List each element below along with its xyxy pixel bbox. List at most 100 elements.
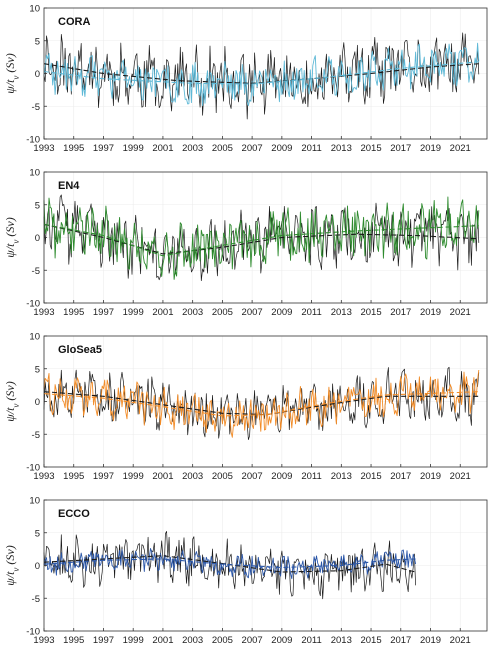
- series-line-0: [43, 531, 416, 600]
- x-tick-label: 2017: [390, 635, 411, 646]
- x-tick-label: 1995: [63, 307, 84, 318]
- x-tick-label: 2001: [152, 471, 173, 482]
- y-tick-label: -10: [26, 299, 40, 310]
- x-tick-label: 1997: [93, 635, 114, 646]
- x-tick-label: 2001: [152, 307, 173, 318]
- x-tick-label: 2007: [242, 307, 263, 318]
- x-tick-label: 2005: [212, 143, 233, 154]
- x-tick-label: 2015: [360, 471, 381, 482]
- x-tick-label: 1999: [123, 635, 144, 646]
- y-tick-label: -5: [32, 266, 40, 277]
- x-tick-label: 1993: [33, 471, 54, 482]
- y-tick-label: 0: [35, 397, 40, 408]
- panel-ecco: -10 -5 0 5 10 1993 1995 1997 1999 2001 2003 2005 200…: [3, 496, 488, 646]
- x-tick-label: 2007: [242, 143, 263, 154]
- y-tick-label: 10: [29, 168, 40, 179]
- series-line-3: [43, 391, 479, 417]
- y-tick-label: -5: [32, 102, 40, 113]
- x-tick-label: 2013: [331, 143, 352, 154]
- series-line-1: [43, 42, 480, 107]
- x-tick-label: 2005: [212, 635, 233, 646]
- y-axis-label: ψ/tv (Sv): [3, 381, 21, 421]
- x-tick-label: 1997: [93, 471, 114, 482]
- series-line-2: [43, 223, 479, 255]
- y-tick-label: 0: [35, 69, 40, 80]
- y-axis-label: ψ/tv (Sv): [3, 217, 21, 257]
- y-tick-label: 5: [35, 36, 40, 47]
- x-tick-label: 2019: [420, 143, 441, 154]
- x-tick-label: 2009: [271, 471, 292, 482]
- y-tick-label: -10: [26, 627, 40, 638]
- x-tick-label: 1993: [33, 307, 54, 318]
- x-tick-label: 2001: [152, 635, 173, 646]
- x-tick-label: 2009: [271, 635, 292, 646]
- series-line-0: [43, 366, 480, 440]
- x-tick-label: 2007: [242, 635, 263, 646]
- x-tick-label: 2003: [182, 307, 203, 318]
- panel-en4: -10 -5 0 5 10 1993 1995 1997 1999 2001 2003 2005 200…: [3, 168, 488, 318]
- series-line-0: [43, 32, 480, 120]
- x-tick-label: 2019: [420, 635, 441, 646]
- x-tick-label: 1995: [63, 635, 84, 646]
- x-tick-label: 2015: [360, 143, 381, 154]
- x-tick-label: 2001: [152, 143, 173, 154]
- panel-glosea5: -10 -5 0 5 10 1993 1995 1997 1999 2001 2003 2005 200…: [3, 332, 488, 482]
- x-tick-label: 2017: [390, 143, 411, 154]
- x-tick-label: 2013: [331, 635, 352, 646]
- series-line-3: [43, 61, 479, 85]
- x-tick-label: 2003: [182, 143, 203, 154]
- y-tick-label: 5: [35, 528, 40, 539]
- x-tick-label: 1999: [123, 143, 144, 154]
- y-tick-label: -5: [32, 594, 40, 605]
- x-tick-label: 2015: [360, 635, 381, 646]
- x-tick-label: 1999: [123, 307, 144, 318]
- series-line-1: [43, 196, 480, 280]
- x-tick-label: 2011: [301, 471, 321, 482]
- x-tick-label: 2017: [390, 471, 411, 482]
- y-tick-label: 10: [29, 4, 40, 15]
- y-tick-label: 10: [29, 332, 40, 343]
- x-tick-label: 1999: [123, 471, 144, 482]
- x-tick-label: 2011: [301, 635, 321, 646]
- x-tick-label: 1995: [63, 143, 84, 154]
- panel-label: ECCO: [58, 508, 90, 520]
- x-tick-label: 2021: [450, 635, 471, 646]
- series-line-3: [43, 558, 416, 569]
- x-tick-label: 2013: [331, 471, 352, 482]
- x-tick-label: 2021: [450, 307, 471, 318]
- panel-label: CORA: [58, 16, 90, 28]
- x-tick-label: 1997: [93, 307, 114, 318]
- x-tick-label: 1995: [63, 471, 84, 482]
- y-tick-label: 5: [35, 200, 40, 211]
- x-tick-label: 2005: [212, 307, 233, 318]
- series-line-0: [43, 194, 480, 282]
- panel-label: GloSea5: [58, 344, 102, 356]
- x-tick-label: 2009: [271, 143, 292, 154]
- x-tick-label: 2007: [242, 471, 263, 482]
- x-tick-label: 2019: [420, 307, 441, 318]
- y-tick-label: 10: [29, 496, 40, 507]
- x-tick-label: 2011: [301, 307, 321, 318]
- x-tick-label: 1993: [33, 143, 54, 154]
- x-tick-label: 2021: [450, 143, 471, 154]
- panel-cora: -10 -5 0 5 10 1993 1995 1997 1999 2001 2003 2005 200…: [3, 4, 488, 154]
- y-tick-label: -10: [26, 135, 40, 146]
- y-tick-label: -10: [26, 463, 40, 474]
- x-tick-label: 2003: [182, 635, 203, 646]
- series-line-3: [43, 223, 479, 257]
- y-axis-label: ψ/tv (Sv): [3, 53, 21, 93]
- x-tick-label: 2009: [271, 307, 292, 318]
- x-tick-label: 2021: [450, 471, 471, 482]
- x-tick-label: 2015: [360, 307, 381, 318]
- series-line-1: [43, 548, 417, 580]
- y-axis-label: ψ/tv (Sv): [3, 545, 21, 585]
- x-tick-label: 2013: [331, 307, 352, 318]
- y-tick-label: -5: [32, 430, 40, 441]
- x-tick-label: 2011: [301, 143, 321, 154]
- y-tick-label: 5: [35, 364, 40, 375]
- x-tick-label: 1997: [93, 143, 114, 154]
- x-tick-label: 2005: [212, 471, 233, 482]
- x-tick-label: 1993: [33, 635, 54, 646]
- x-tick-label: 2019: [420, 471, 441, 482]
